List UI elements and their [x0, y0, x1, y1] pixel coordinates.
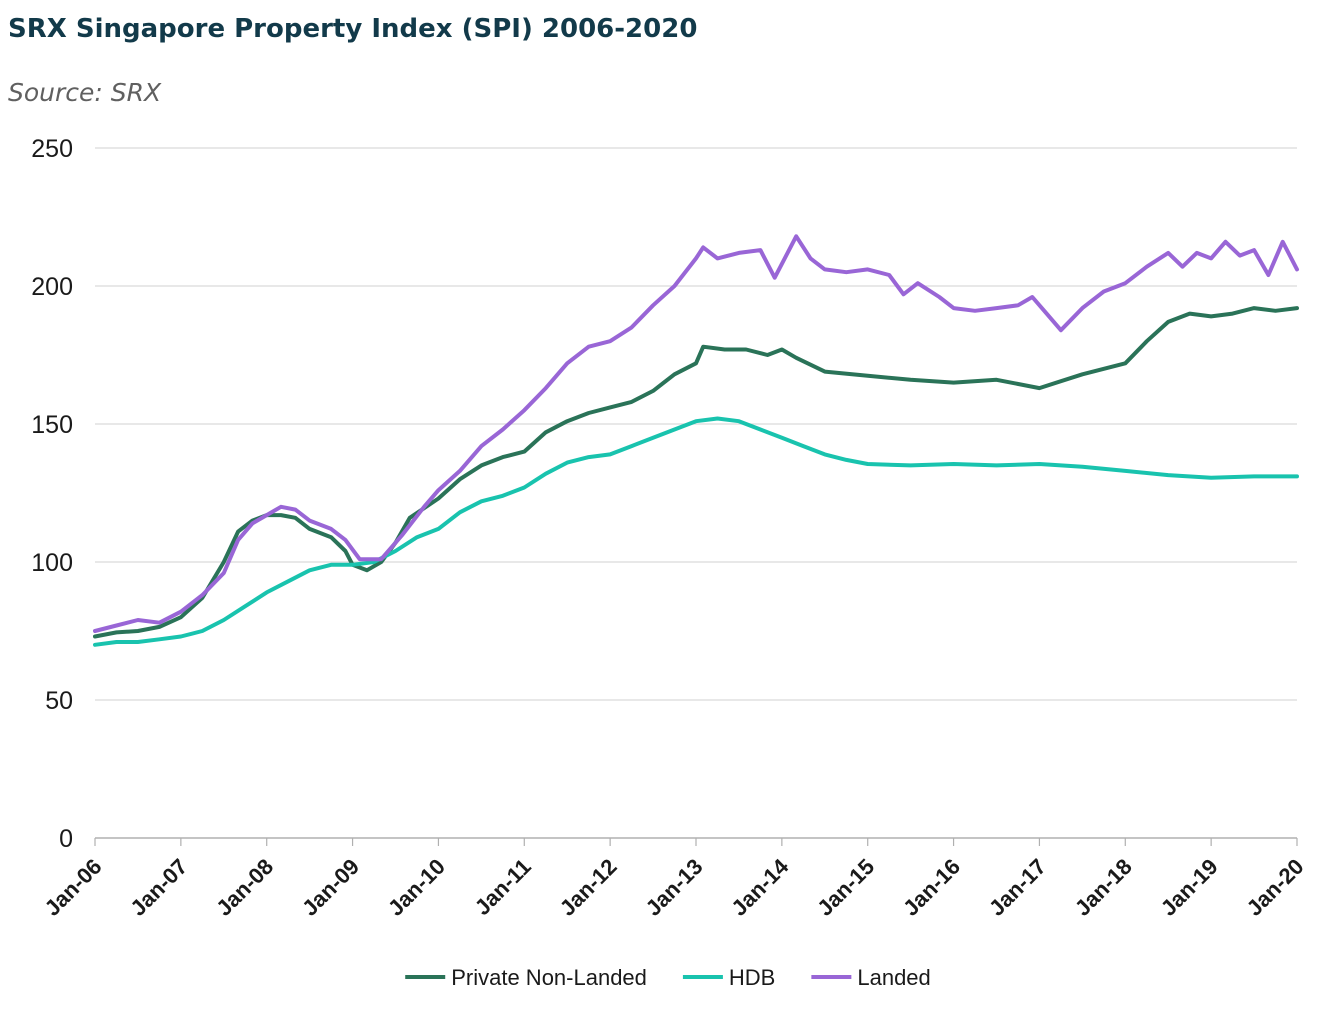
y-tick-label: 100 — [31, 549, 73, 577]
x-axis-ticks: Jan-06 Jan-07 Jan-08 Jan-09 Jan-10 Jan-11 Jan-… — [40, 838, 1309, 921]
gridlines — [95, 147, 1297, 839]
chart-title: SRX Singapore Property Index (SPI) 2006-… — [8, 14, 698, 44]
x-tick-label: Jan-19 — [1156, 854, 1223, 921]
y-tick-label: 200 — [31, 273, 73, 301]
x-tick-label: Jan-18 — [1070, 854, 1137, 921]
x-tick-label: Jan-15 — [812, 854, 879, 921]
legend-label: HDB — [729, 965, 775, 990]
x-tick-label: Jan-16 — [898, 854, 965, 921]
x-tick-label: Jan-20 — [1242, 854, 1309, 921]
chart-source: Source: SRX — [8, 78, 162, 107]
x-tick-label: Jan-06 — [40, 854, 107, 921]
x-tick-label: Jan-14 — [726, 853, 794, 921]
x-tick-label: Jan-07 — [125, 854, 192, 921]
x-tick-label: Jan-09 — [297, 854, 364, 921]
x-tick-label: Jan-17 — [984, 854, 1051, 921]
x-tick-label: Jan-11 — [470, 854, 536, 920]
legend-label: Landed — [857, 965, 930, 990]
y-tick-label: 150 — [31, 411, 73, 439]
series-line-hdb — [93, 416, 1299, 647]
series-lines — [93, 234, 1299, 647]
x-tick-label: Jan-08 — [211, 854, 278, 921]
y-axis-ticks: 0 50 100 150 200 250 — [31, 135, 73, 853]
legend: Private Non-Landed HDB Landed — [405, 965, 931, 990]
y-tick-label: 250 — [31, 135, 73, 163]
x-tick-label: Jan-12 — [555, 854, 622, 921]
y-tick-label: 50 — [45, 687, 73, 715]
y-tick-label: 0 — [59, 825, 73, 853]
x-tick-label: Jan-13 — [641, 854, 708, 921]
legend-label: Private Non-Landed — [451, 965, 647, 990]
series-line-landed — [93, 234, 1299, 633]
x-tick-label: Jan-10 — [383, 854, 450, 921]
